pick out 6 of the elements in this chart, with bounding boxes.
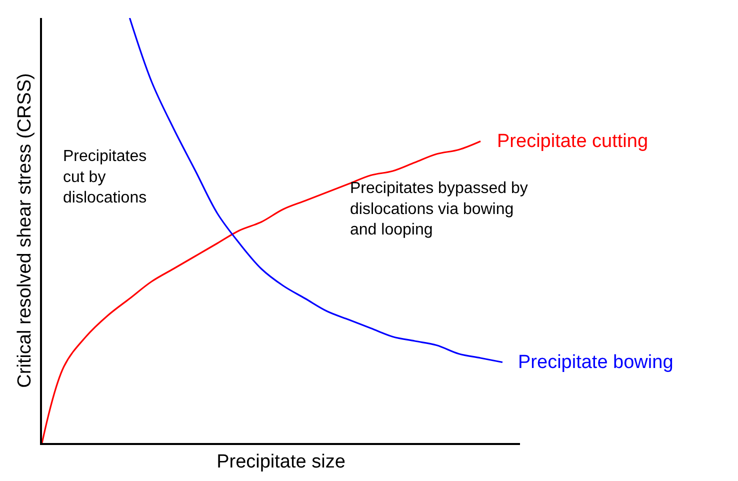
x-axis-title: Precipitate size (216, 451, 346, 472)
series-label: Precipitate cutting (497, 131, 648, 152)
y-axis-title: Critical resolved shear stress (CRSS) (14, 73, 36, 388)
annotation: Precipitates cut by dislocations (63, 148, 147, 207)
annotation: Precipitates bypassed by dislocations via bowing and looping (350, 180, 528, 239)
series-label: Precipitate bowing (518, 352, 674, 373)
